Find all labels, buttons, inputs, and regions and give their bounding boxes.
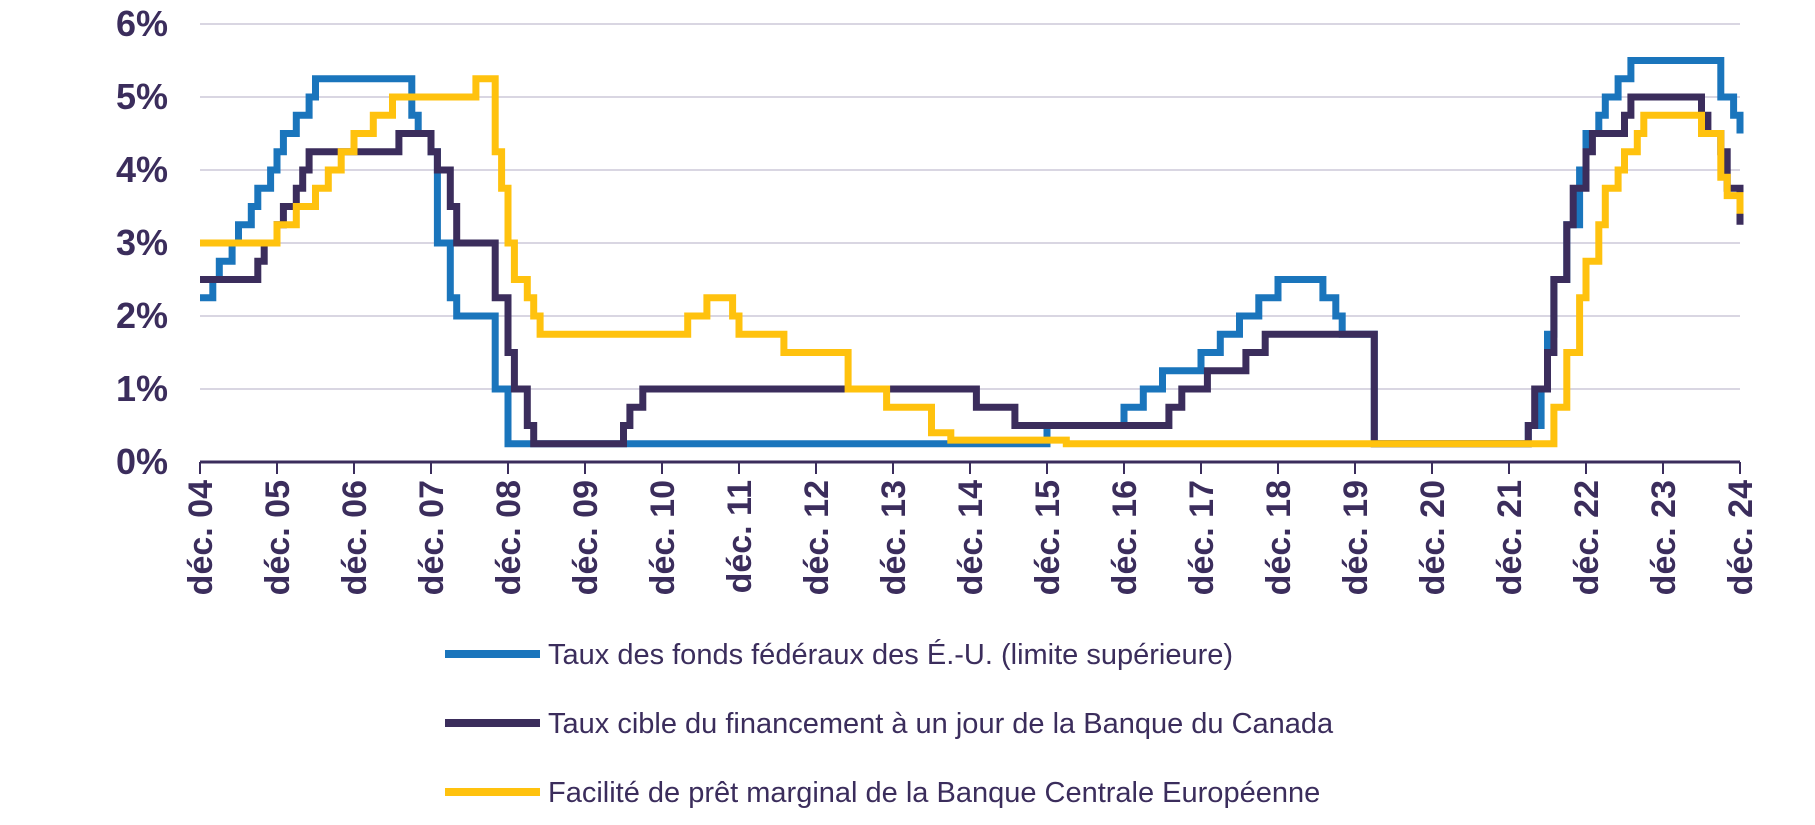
y-tick-label: 3%	[116, 222, 168, 263]
y-tick-label: 4%	[116, 149, 168, 190]
y-tick-label: 0%	[116, 441, 168, 482]
x-tick-label: déc. 17	[1183, 480, 1221, 595]
series-lines	[200, 57, 1744, 448]
legend-label: Facilité de prêt marginal de la Banque C…	[548, 777, 1320, 809]
x-tick-label: déc. 14	[952, 480, 990, 595]
x-axis-ticks: déc. 04 déc. 05 déc. 06 déc. 07 déc. 08 déc. …	[182, 462, 1760, 595]
x-tick-label: déc. 05	[259, 480, 297, 595]
x-tick-label: déc. 07	[413, 480, 451, 595]
series-line-3	[200, 75, 1744, 448]
x-tick-label: déc. 08	[490, 480, 528, 595]
y-axis-ticks: 0% 1% 2% 3% 4% 5% 6%	[116, 3, 168, 482]
x-tick-label: déc. 16	[1106, 480, 1144, 595]
x-tick-label: déc. 10	[644, 480, 682, 595]
x-tick-label: déc. 18	[1260, 480, 1298, 595]
y-tick-label: 5%	[116, 76, 168, 117]
series-line-1	[200, 57, 1744, 448]
legend-item: Taux des fonds fédéraux des É.-U. (limit…	[445, 638, 1233, 671]
x-tick-label: déc. 15	[1029, 480, 1067, 595]
x-tick-label: déc. 19	[1337, 480, 1375, 595]
gridlines	[200, 23, 1740, 390]
legend-item: Taux cible du financement à un jour de l…	[445, 708, 1334, 740]
x-tick-label: déc. 23	[1645, 480, 1683, 595]
y-tick-label: 1%	[116, 368, 168, 409]
x-tick-label: déc. 13	[875, 480, 913, 595]
x-tick-label: déc. 12	[798, 480, 836, 595]
x-tick-label: déc. 09	[567, 480, 605, 595]
x-tick-label: déc. 20	[1414, 480, 1452, 595]
y-tick-label: 2%	[116, 295, 168, 336]
legend: Taux des fonds fédéraux des É.-U. (limit…	[445, 638, 1334, 809]
x-tick-label: déc. 06	[336, 480, 374, 595]
x-tick-label: déc. 04	[182, 480, 220, 595]
series-line-2	[200, 93, 1744, 448]
legend-item: Facilité de prêt marginal de la Banque C…	[445, 777, 1320, 809]
x-tick-label: déc. 22	[1568, 480, 1606, 595]
x-tick-label: déc. 11	[721, 480, 759, 593]
legend-label: Taux des fonds fédéraux des É.-U. (limit…	[548, 638, 1233, 671]
x-tick-label: déc. 24	[1722, 480, 1760, 595]
x-tick-label: déc. 21	[1491, 480, 1529, 595]
y-tick-label: 6%	[116, 3, 168, 44]
legend-label: Taux cible du financement à un jour de l…	[548, 708, 1334, 740]
